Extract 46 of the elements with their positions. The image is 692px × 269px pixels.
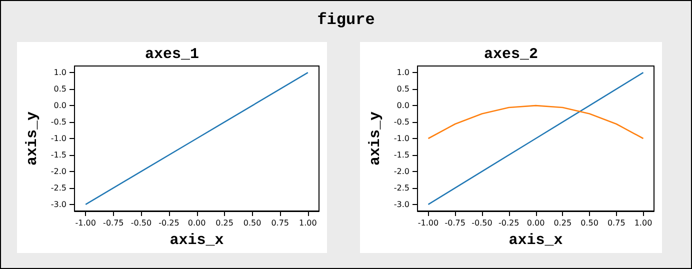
y-tick-label: -2.5	[394, 183, 410, 192]
x-tick-label: -0.25	[158, 218, 180, 228]
y-tick-label: -0.5	[50, 118, 67, 127]
x-tick-label: -0.50	[472, 218, 492, 228]
x-tick-label: -0.25	[498, 218, 520, 228]
x-axis-title: axis_x	[508, 232, 563, 249]
chart-title: axes_2	[484, 46, 538, 63]
y-tick-label: -0.5	[394, 118, 410, 127]
y-tick-label: -2.0	[394, 166, 410, 176]
x-tick-label: 1.00	[634, 218, 652, 228]
x-tick-label: 0.25	[554, 218, 572, 228]
y-tick-label: -1.5	[394, 150, 410, 160]
y-tick-label: -3.0	[394, 200, 410, 209]
y-tick-label: 1.0	[396, 68, 410, 78]
y-tick-label: 1.0	[54, 68, 67, 78]
line-series	[84, 72, 309, 206]
x-axis-title: axis_x	[170, 232, 224, 249]
y-axis-title: axis_y	[367, 111, 384, 166]
y-tick-label: -1.0	[394, 134, 410, 143]
chart-title: axes_1	[144, 46, 200, 63]
text: figure	[316, 11, 376, 29]
y-tick-label: -1.5	[50, 150, 67, 160]
x-tick-label: 1.00	[298, 218, 317, 228]
y-tick-label: 0.5	[54, 84, 67, 94]
y-tick-label: -3.0	[50, 200, 67, 209]
y-tick-label: -2.5	[50, 183, 67, 192]
x-tick-label: 0.00	[526, 218, 545, 228]
y-tick-label: -2.0	[50, 166, 67, 176]
x-tick-label: -0.75	[103, 218, 124, 228]
y-tick-label: 0.0	[396, 101, 410, 110]
x-tick-label: 0.75	[607, 218, 626, 228]
x-tick-label: -0.75	[444, 218, 466, 228]
y-tick-label: 0.5	[396, 84, 410, 94]
x-tick-label: 0.00	[188, 218, 206, 228]
x-tick-label: 0.25	[216, 218, 234, 228]
line-series	[428, 72, 644, 206]
line-series	[428, 104, 644, 140]
x-tick-label: 0.50	[580, 218, 598, 228]
y-tick-label: -1.0	[50, 134, 67, 143]
y-axis-title: axis_y	[24, 111, 41, 166]
x-tick-label: 0.50	[243, 218, 262, 228]
y-tick-label: 0.0	[54, 101, 67, 110]
x-tick-label: 0.75	[271, 218, 290, 228]
x-tick-label: -1.00	[75, 218, 96, 228]
x-tick-label: -0.50	[130, 218, 152, 228]
x-tick-label: -1.00	[418, 218, 439, 228]
